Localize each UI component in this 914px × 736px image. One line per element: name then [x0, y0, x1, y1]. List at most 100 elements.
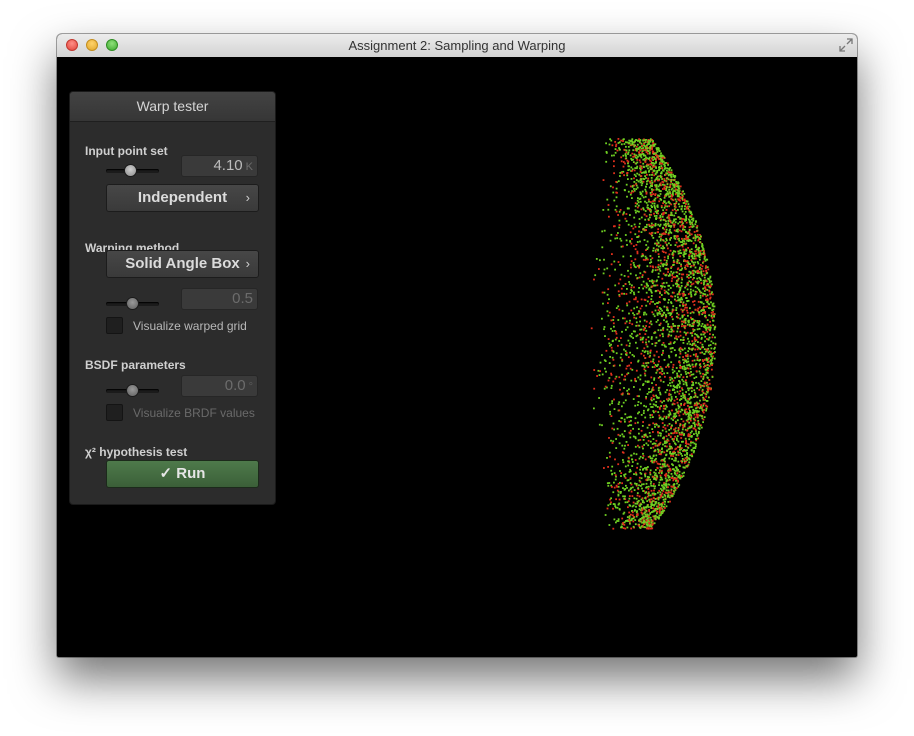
sample-point — [643, 434, 646, 436]
sample-point — [614, 151, 617, 154]
sample-point — [675, 309, 678, 311]
sample-point — [624, 527, 627, 530]
sample-point — [694, 308, 697, 311]
sample-point — [702, 308, 705, 311]
sample-point — [685, 383, 688, 386]
sample-point — [637, 236, 640, 238]
warp-parameter-slider[interactable] — [106, 297, 159, 311]
sample-point — [682, 190, 684, 193]
sample-point — [667, 384, 670, 387]
sample-point — [631, 169, 634, 172]
sample-point — [646, 147, 649, 150]
sample-point — [648, 340, 650, 343]
sample-point — [655, 384, 657, 386]
zoom-window-button[interactable] — [106, 39, 118, 51]
point-canvas[interactable]: Warp tester Input point set 4.10 K Indepe… — [57, 57, 857, 657]
sample-point — [645, 343, 648, 346]
sample-point — [676, 260, 679, 263]
sample-point — [648, 356, 651, 358]
sample-point — [705, 298, 708, 301]
panel-title[interactable]: Warp tester — [70, 92, 275, 122]
visualize-grid-checkbox[interactable] — [106, 317, 123, 334]
sample-point — [712, 313, 714, 316]
sample-point — [659, 434, 662, 437]
sample-point — [609, 239, 612, 242]
sample-point — [629, 154, 632, 157]
sample-point — [681, 244, 684, 246]
sample-point — [639, 179, 642, 181]
sample-point — [702, 410, 704, 413]
sample-point — [682, 380, 685, 383]
visualize-brdf-checkbox[interactable] — [106, 404, 123, 421]
sample-point — [687, 231, 690, 233]
warping-method-button[interactable]: Solid Angle Box › — [106, 250, 259, 278]
sample-point — [613, 364, 616, 367]
sample-point — [635, 266, 637, 269]
point-count-slider[interactable] — [106, 164, 159, 178]
sample-point — [632, 161, 635, 163]
sample-point — [684, 306, 687, 309]
sample-point — [695, 236, 698, 238]
sample-point — [641, 337, 644, 340]
sample-point — [633, 314, 636, 316]
sample-point — [684, 327, 686, 330]
sample-point — [680, 269, 683, 271]
point-count-field[interactable]: 4.10 K — [181, 155, 258, 177]
warp-parameter-field[interactable]: 0.5 — [181, 288, 258, 310]
sample-point — [610, 439, 612, 442]
sample-point — [695, 402, 698, 405]
sample-point — [641, 445, 644, 448]
sample-point — [603, 268, 606, 271]
sample-point — [612, 491, 615, 494]
sample-point — [636, 462, 639, 465]
bsdf-slider[interactable] — [106, 384, 159, 398]
sample-point — [669, 312, 671, 314]
close-window-button[interactable] — [66, 39, 78, 51]
sample-point — [646, 500, 649, 502]
sample-point — [666, 449, 668, 452]
sample-point — [703, 293, 706, 296]
sample-point — [696, 414, 699, 417]
sample-point — [706, 405, 709, 408]
sample-point — [650, 376, 653, 379]
bsdf-value-field[interactable]: 0.0 ° — [181, 375, 258, 397]
point-set-mode-button[interactable]: Independent › — [106, 184, 259, 212]
sample-point — [708, 279, 711, 282]
run-test-button[interactable]: ✓ Run — [106, 460, 259, 488]
sample-point — [704, 365, 706, 367]
sample-point — [613, 398, 615, 401]
sample-point — [631, 458, 633, 461]
sample-point — [693, 257, 696, 260]
slider-knob[interactable] — [127, 385, 138, 396]
sample-point — [685, 449, 687, 452]
sample-point — [658, 360, 660, 363]
sample-point — [699, 296, 702, 299]
sample-point — [658, 188, 660, 191]
sample-point — [635, 147, 637, 150]
sample-point — [652, 389, 655, 391]
sample-point — [635, 162, 637, 165]
sample-point — [684, 226, 687, 228]
sample-point — [671, 458, 673, 460]
sample-point — [685, 439, 687, 442]
sample-point — [626, 326, 629, 329]
sample-point — [647, 285, 649, 287]
sample-point — [709, 324, 712, 327]
slider-knob[interactable] — [125, 165, 136, 176]
sample-point — [654, 331, 657, 334]
sample-point — [680, 221, 683, 224]
sample-point — [618, 508, 621, 511]
sample-point — [655, 457, 657, 460]
minimize-window-button[interactable] — [86, 39, 98, 51]
sample-point — [699, 359, 702, 361]
sample-point — [671, 277, 674, 280]
sample-point — [605, 151, 608, 153]
sample-point — [670, 485, 673, 488]
slider-knob[interactable] — [127, 298, 138, 309]
fullscreen-icon[interactable] — [839, 38, 853, 52]
sample-point — [637, 359, 640, 362]
sample-point — [685, 381, 688, 384]
sample-point — [657, 149, 660, 151]
sample-point — [635, 483, 638, 486]
sample-point — [628, 424, 631, 426]
